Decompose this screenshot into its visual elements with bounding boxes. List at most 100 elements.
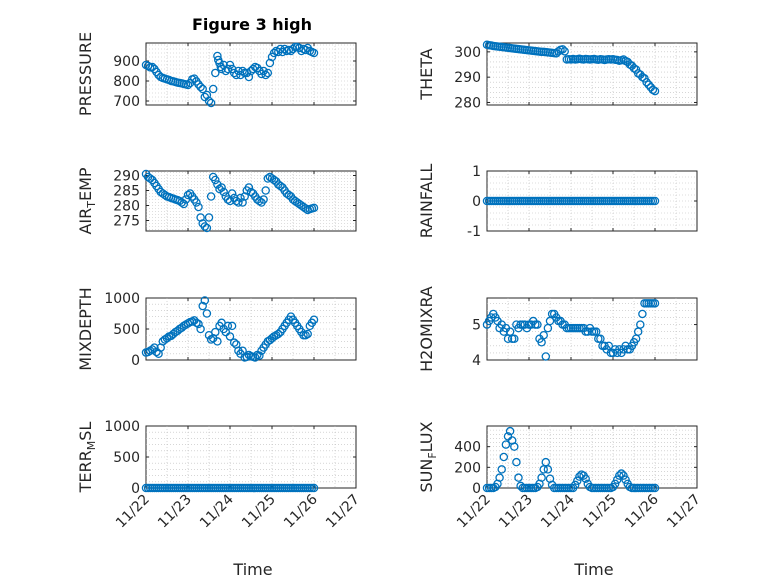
data-point (162, 334, 172, 343)
data-point (499, 452, 509, 462)
data-point (642, 77, 651, 87)
data-point (211, 327, 220, 337)
y-axis-label-rest: LUX (417, 421, 436, 452)
y-tick-label: 700 (113, 94, 140, 110)
data-point (242, 352, 252, 362)
data-point (309, 483, 319, 493)
y-axis-label-rest: SL (76, 422, 95, 441)
y-axis-label: PRESSURE (76, 32, 95, 116)
data-point (244, 183, 254, 192)
data-point (558, 45, 567, 54)
y-tick-label: 400 (454, 440, 481, 456)
data-point (267, 52, 277, 62)
data-point (200, 296, 210, 305)
subplot-5: 0 500 1000 MIXDEPTH (76, 287, 357, 371)
y-tick-label: 290 (454, 70, 481, 86)
y-tick-label: 1 (472, 164, 481, 180)
y-tick-label: 500 (113, 322, 140, 338)
data-point (543, 465, 553, 474)
y-tick-label: 5 (472, 318, 481, 334)
data-point (610, 479, 620, 489)
data-point (533, 320, 542, 329)
data-point (223, 64, 233, 74)
y-tick-label: 290 (113, 169, 140, 185)
data-point (236, 193, 245, 203)
data-point (510, 334, 519, 343)
data-point (309, 48, 319, 58)
data-point (217, 183, 226, 192)
data-point (211, 175, 220, 185)
subplot-2: 280 290 300 THETA (417, 40, 698, 111)
data-point (303, 329, 312, 339)
data-point (619, 55, 628, 64)
data-point (255, 351, 264, 360)
data-point (560, 47, 569, 56)
data-point (196, 82, 205, 92)
data-point (227, 189, 237, 198)
data-point (148, 345, 157, 354)
data-point (194, 319, 203, 329)
subplot-1: 700 800 900 PRESSURE (76, 32, 357, 116)
data-point (644, 80, 653, 90)
data-point (250, 353, 260, 362)
data-point (223, 321, 233, 331)
y-tick-label: 300 (454, 45, 481, 61)
data-point (200, 222, 210, 231)
data-point (537, 473, 546, 482)
data-point (150, 343, 159, 352)
data-point (263, 68, 273, 78)
data-point (636, 320, 645, 329)
data-point (225, 60, 235, 70)
y-tick-label: 1000 (104, 419, 140, 435)
y-axis-label: THETA (417, 48, 436, 100)
data-point (621, 475, 630, 484)
data-point (650, 483, 660, 493)
data-point (198, 84, 207, 94)
data-point (570, 480, 580, 490)
y-axis-label: RAINFALL (417, 164, 436, 239)
data-point (194, 80, 203, 89)
data-point (206, 98, 216, 108)
y-axis-label-main: AIR (76, 208, 95, 235)
y-tick-label: 0 (131, 481, 140, 497)
y-tick-label: 1000 (104, 291, 140, 307)
data-point (581, 474, 590, 483)
data-point (238, 66, 247, 76)
data-point (204, 96, 214, 106)
data-point (269, 48, 279, 58)
x-axis-label: Time (573, 560, 613, 579)
y-axis-label: TERRMSL (76, 422, 98, 494)
data-point (301, 204, 310, 213)
data-point (617, 469, 626, 478)
y-tick-label: 800 (113, 74, 140, 90)
y-tick-label: 285 (113, 184, 140, 200)
y-tick-label: 900 (113, 54, 140, 70)
data-point (202, 223, 212, 233)
data-point (276, 181, 285, 191)
data-point (554, 47, 563, 56)
y-axis-label-subscript: T (85, 201, 98, 209)
data-point (288, 44, 298, 54)
y-axis-label: MIXDEPTH (76, 287, 95, 370)
data-point (194, 202, 203, 212)
data-point (183, 190, 193, 200)
data-point (204, 213, 214, 222)
y-tick-label: 0 (472, 481, 481, 497)
data-point (284, 190, 294, 200)
y-axis-label-main: TERR (76, 450, 95, 493)
subplot-6: 4 5 H2OMIXRA (417, 286, 698, 372)
data-point (650, 196, 660, 206)
data-point (510, 442, 519, 451)
data-point (196, 324, 205, 334)
data-point (514, 473, 523, 482)
data-point (242, 68, 252, 78)
y-tick-label: 280 (113, 199, 140, 215)
data-point (227, 321, 237, 331)
data-point (198, 301, 207, 311)
y-axis-label-main: SUN (417, 459, 436, 493)
y-tick-label: 275 (113, 214, 140, 230)
data-point (650, 86, 660, 96)
data-point (573, 476, 582, 486)
data-point (512, 457, 521, 467)
data-point (145, 174, 155, 183)
